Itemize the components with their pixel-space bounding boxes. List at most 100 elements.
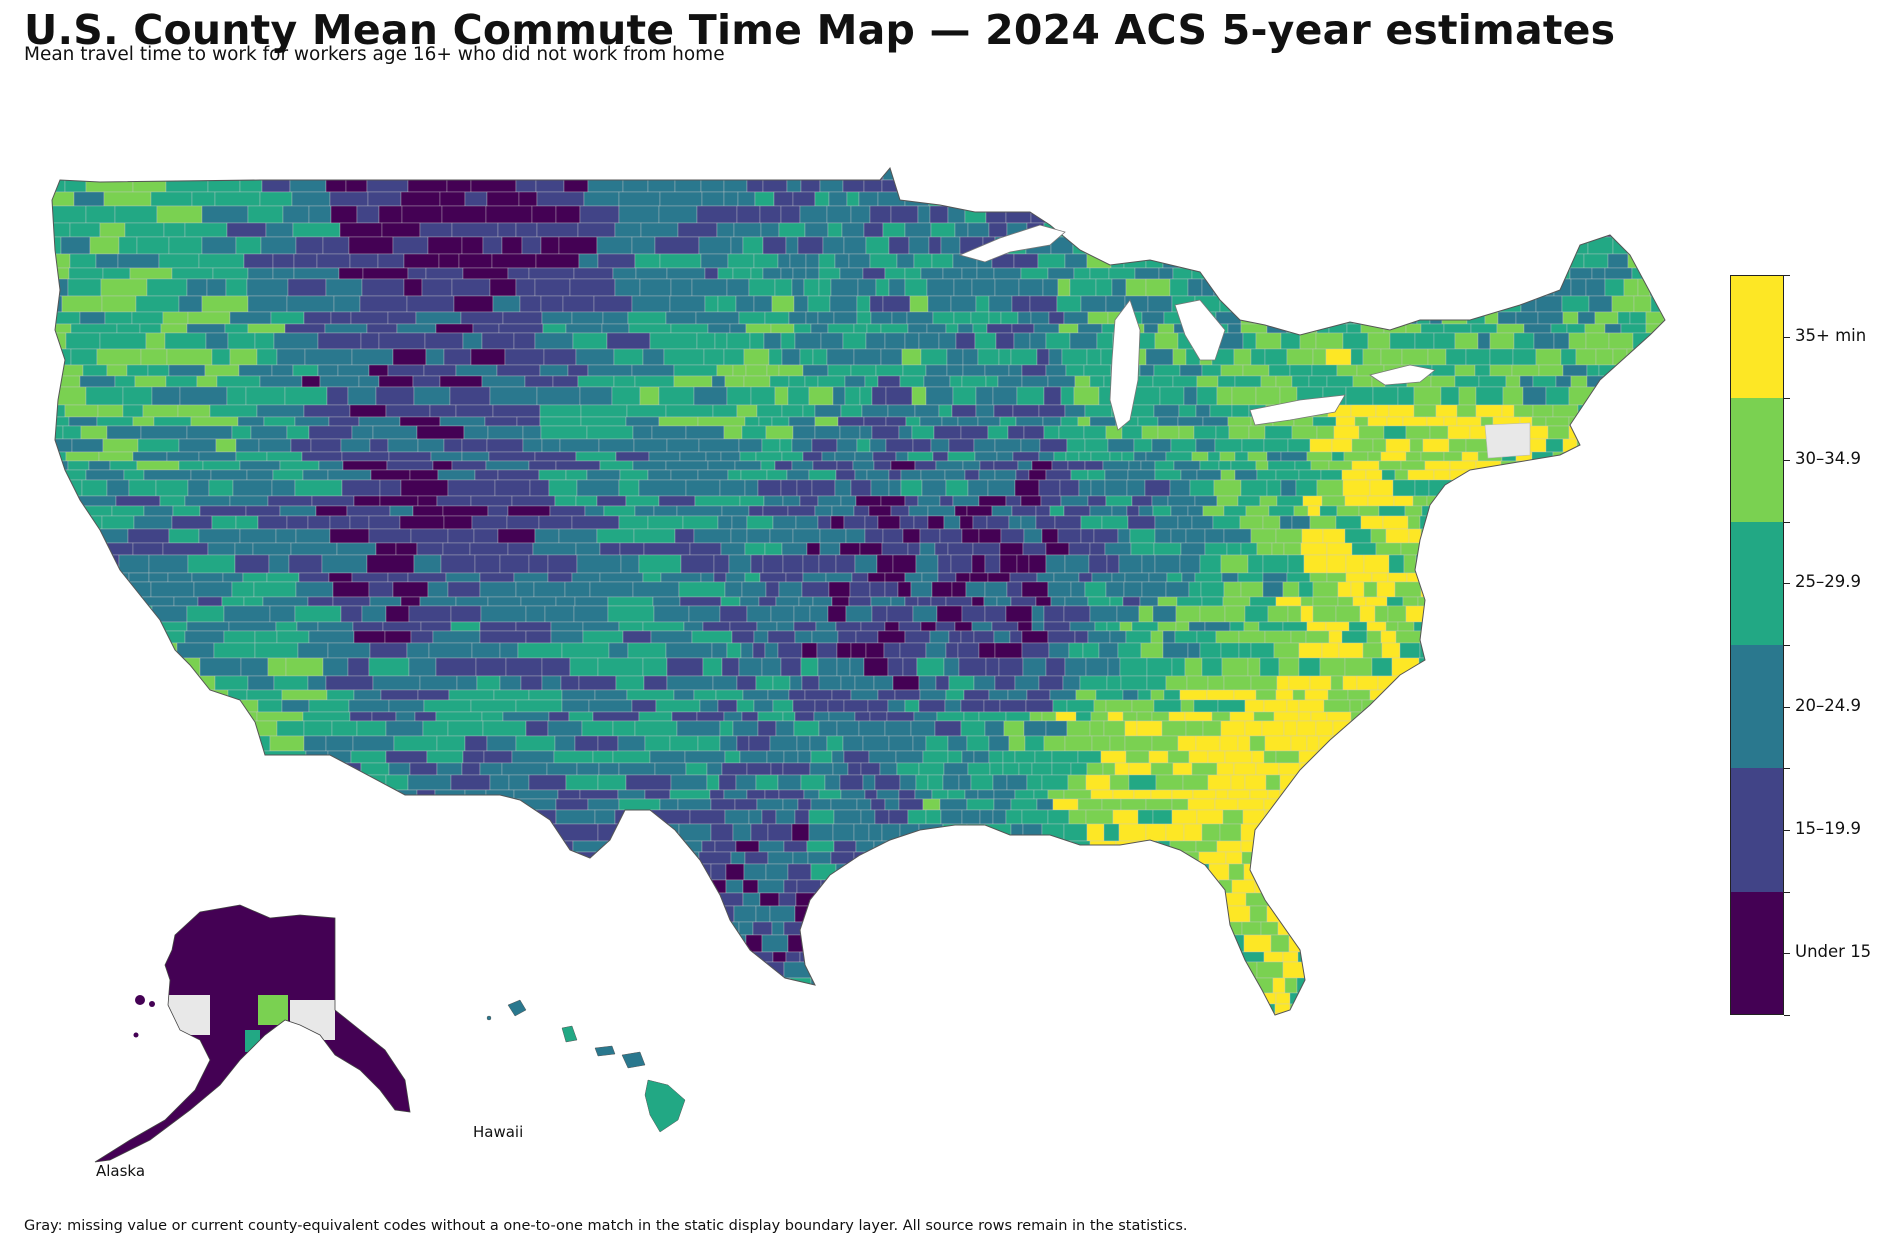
county-cell xyxy=(489,278,517,297)
county-cell xyxy=(793,720,820,737)
county-cell xyxy=(324,323,368,334)
county-cell xyxy=(1503,621,1522,632)
county-cell xyxy=(675,977,710,994)
county-cell xyxy=(897,977,912,994)
county-cell xyxy=(1297,863,1311,881)
county-cell xyxy=(604,905,629,923)
county-cell xyxy=(1572,934,1592,953)
county-cell xyxy=(1595,798,1616,811)
county-cell xyxy=(812,460,838,471)
county-cell xyxy=(414,992,452,1005)
county-cell xyxy=(1405,720,1426,737)
county-cell xyxy=(804,689,833,701)
county-cell xyxy=(1412,921,1430,936)
county-cell xyxy=(702,657,723,677)
county-cell xyxy=(325,675,374,691)
county-cell xyxy=(1598,479,1623,497)
county-cell xyxy=(1522,699,1546,713)
county-cell xyxy=(1005,495,1022,507)
county-cell xyxy=(892,554,917,574)
county-cell xyxy=(1062,921,1083,936)
county-cell xyxy=(782,798,799,811)
county-cell xyxy=(721,505,750,517)
county-cell xyxy=(1530,689,1552,701)
county-cell xyxy=(1582,657,1607,677)
county-cell xyxy=(792,699,816,713)
county-cell xyxy=(548,479,578,497)
county-cell xyxy=(1280,451,1308,462)
county-cell xyxy=(834,479,852,497)
county-cell xyxy=(153,416,192,427)
county-cell xyxy=(958,774,972,791)
county-cell xyxy=(814,416,839,427)
county-cell xyxy=(1327,774,1352,791)
county-cell xyxy=(261,750,307,764)
county-cell xyxy=(940,905,964,923)
county-cell xyxy=(1562,364,1588,377)
county-cell xyxy=(1005,711,1031,722)
county-cell xyxy=(904,267,922,280)
county-cell xyxy=(1079,675,1108,691)
county-cell xyxy=(1440,495,1454,507)
county-cell xyxy=(759,892,780,907)
county-cell xyxy=(948,630,962,644)
county-cell xyxy=(1649,642,1665,659)
county-cell xyxy=(1170,438,1197,453)
county-cell xyxy=(1147,295,1173,313)
county-cell xyxy=(234,554,270,574)
county-cell xyxy=(952,495,980,507)
county-cell xyxy=(877,630,906,644)
county-cell xyxy=(1627,642,1651,659)
county-cell xyxy=(1445,515,1459,530)
county-cell xyxy=(1030,1003,1044,1014)
county-cell xyxy=(197,892,241,907)
county-cell xyxy=(794,332,822,350)
county-cell xyxy=(349,404,387,418)
county-cell xyxy=(1430,879,1446,894)
county-cell xyxy=(1396,961,1415,979)
county-cell xyxy=(800,179,821,193)
county-cell xyxy=(1603,921,1632,936)
county-cell xyxy=(698,236,732,255)
county-cell xyxy=(417,438,445,453)
county-cell xyxy=(1031,951,1055,963)
county-cell xyxy=(793,323,812,334)
county-cell xyxy=(622,179,649,193)
county-cell xyxy=(1584,851,1603,865)
county-cell xyxy=(1038,404,1066,418)
county-cell xyxy=(1253,191,1274,207)
county-cell xyxy=(855,840,875,853)
county-cell xyxy=(794,630,813,644)
county-cell xyxy=(1282,961,1310,979)
county-cell xyxy=(1005,605,1033,623)
county-cell xyxy=(1243,934,1272,953)
county-cell xyxy=(191,572,224,583)
county-cell xyxy=(1298,267,1318,280)
county-cell xyxy=(1084,977,1099,994)
county-cell xyxy=(640,222,679,238)
county-cell xyxy=(515,581,535,598)
county-cell xyxy=(1503,505,1527,517)
county-cell xyxy=(1530,554,1544,574)
county-cell xyxy=(1178,1003,1205,1014)
county-cell xyxy=(1453,191,1482,207)
county-cell xyxy=(915,554,939,574)
county-cell xyxy=(1012,404,1040,418)
county-cell xyxy=(1054,905,1071,923)
county-cell xyxy=(931,581,953,598)
county-cell xyxy=(1008,515,1022,530)
county-cell xyxy=(584,977,614,994)
county-cell xyxy=(1595,348,1614,366)
county-cell xyxy=(1640,253,1659,269)
county-cell xyxy=(851,572,869,583)
county-cell xyxy=(606,332,651,350)
county-cell xyxy=(753,1003,778,1014)
county-cell xyxy=(1558,840,1582,853)
county-cell xyxy=(1343,735,1369,752)
county-cell xyxy=(1667,952,1686,962)
county-cell xyxy=(497,528,536,544)
county-cell xyxy=(1461,750,1479,764)
county-cell xyxy=(1194,253,1223,269)
county-cell xyxy=(198,253,245,269)
county-cell xyxy=(769,905,796,923)
